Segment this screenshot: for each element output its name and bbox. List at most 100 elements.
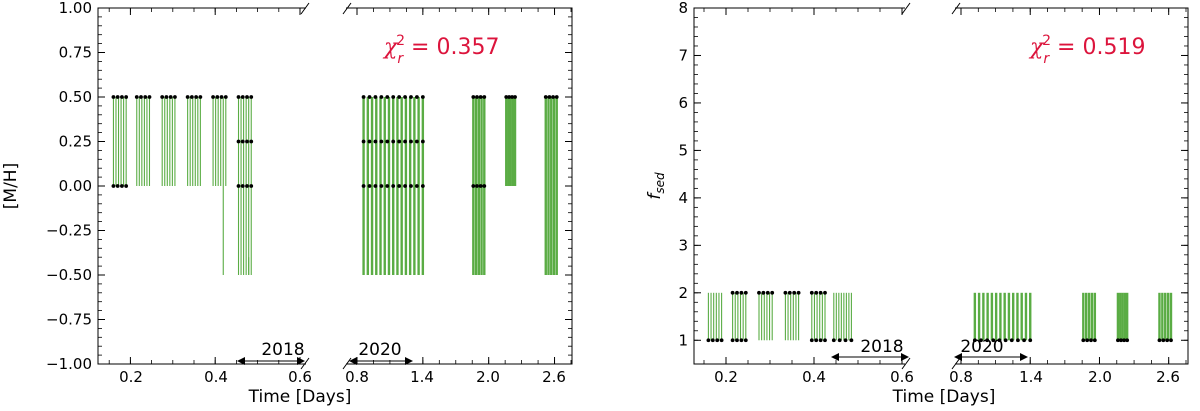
left-xtick-0-8: 0.8 <box>345 368 369 386</box>
data-point <box>403 139 407 144</box>
data-point <box>143 95 148 99</box>
y-tick-label: 0.75 <box>59 44 92 62</box>
right-year-2018: 2018 <box>860 337 903 357</box>
data-point <box>385 95 390 99</box>
data-point <box>471 184 476 188</box>
data-point <box>471 95 476 99</box>
data-point <box>111 184 116 188</box>
data-point <box>783 290 788 295</box>
data-point <box>240 139 245 144</box>
data-point <box>1122 338 1126 343</box>
data-point <box>211 95 215 99</box>
left-x-axis-label: Time [Days] <box>248 387 352 407</box>
y-tick-label: 0.50 <box>59 88 92 106</box>
data-point <box>240 95 245 99</box>
right-y-axis-label: fsed <box>645 172 667 200</box>
data-point <box>403 95 407 99</box>
data-point <box>719 338 724 343</box>
data-point <box>415 184 419 188</box>
data-point <box>139 95 143 99</box>
right-break-mark-2 <box>951 2 961 15</box>
data-point <box>409 139 413 144</box>
data-point <box>379 139 384 144</box>
data-point <box>1016 338 1020 343</box>
data-point <box>397 95 402 99</box>
data-point <box>547 95 552 99</box>
data-point <box>818 290 823 295</box>
data-point <box>478 184 483 188</box>
data-point <box>397 139 402 144</box>
left-break-mark-1 <box>300 2 310 15</box>
data-point <box>160 95 165 99</box>
data-point <box>415 139 419 144</box>
right-y-ticks: 8 7 6 5 4 3 2 1 <box>678 0 1188 364</box>
left-xtick-1-4: 1.4 <box>410 368 434 386</box>
data-point <box>124 95 129 99</box>
data-point <box>385 184 390 188</box>
data-point <box>831 338 836 343</box>
data-point <box>249 95 254 99</box>
y-tick-label: 4 <box>678 189 688 207</box>
data-point <box>194 95 199 99</box>
data-point <box>223 95 228 99</box>
left-break-gap <box>306 4 346 12</box>
data-point <box>391 139 396 144</box>
data-point <box>1092 338 1097 343</box>
data-point <box>475 95 479 99</box>
data-point <box>120 95 124 99</box>
data-point <box>420 95 425 99</box>
right-xtick-0-4: 0.4 <box>802 368 826 386</box>
data-point <box>761 290 766 295</box>
data-point <box>739 338 744 343</box>
data-point <box>551 95 555 99</box>
data-point <box>397 184 402 188</box>
data-point <box>507 95 512 99</box>
data-point <box>249 184 254 188</box>
data-point <box>972 338 977 343</box>
data-point <box>715 338 720 343</box>
data-point <box>706 338 711 343</box>
right-bars <box>707 292 1173 341</box>
right-xtick-2-6: 2.6 <box>1156 368 1180 386</box>
data-point <box>361 139 366 144</box>
right-markers <box>706 290 1173 343</box>
right-chi-annotation: χr2 = 0.519 <box>1028 33 1145 67</box>
data-point <box>792 290 797 295</box>
data-point <box>809 338 814 343</box>
y-tick-label: −0.50 <box>46 266 92 284</box>
left-chi-annotation: χr2 = 0.357 <box>382 33 499 67</box>
y-tick-label: −0.25 <box>46 222 92 240</box>
data-point <box>510 95 515 99</box>
data-point <box>215 95 220 99</box>
left-xtick-2-6: 2.6 <box>542 368 566 386</box>
right-break-mark-1 <box>901 2 911 15</box>
y-tick-label: 5 <box>678 141 688 159</box>
data-point <box>1116 338 1120 343</box>
data-point <box>979 338 983 343</box>
data-point <box>1028 338 1033 343</box>
data-point <box>482 95 487 99</box>
data-point <box>765 290 770 295</box>
data-point <box>1003 338 1008 343</box>
right-xtick-0-2: 0.2 <box>714 368 738 386</box>
data-point <box>843 338 848 343</box>
data-point <box>757 290 761 295</box>
left-break-mark-3 <box>300 357 310 370</box>
left-bars <box>112 97 558 275</box>
data-point <box>554 95 559 99</box>
data-point <box>361 184 366 188</box>
data-point <box>997 338 1002 343</box>
data-point <box>809 290 814 295</box>
y-tick-label: 2 <box>678 284 688 302</box>
left-markers <box>111 95 559 188</box>
data-point <box>420 139 425 144</box>
data-point <box>391 95 396 99</box>
data-point <box>478 95 483 99</box>
data-point <box>1169 338 1173 343</box>
data-point <box>164 95 169 99</box>
data-point <box>818 338 823 343</box>
data-point <box>482 184 487 188</box>
data-point <box>236 95 241 99</box>
data-point <box>735 338 739 343</box>
data-point <box>120 184 124 188</box>
